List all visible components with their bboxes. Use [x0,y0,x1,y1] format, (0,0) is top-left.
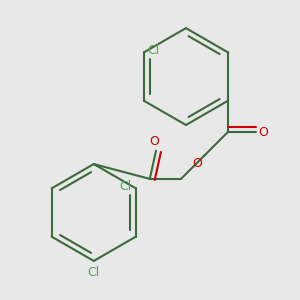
Text: Cl: Cl [88,266,100,279]
Text: O: O [259,125,269,139]
Text: Cl: Cl [120,180,132,193]
Text: O: O [193,157,202,170]
Text: O: O [149,135,159,148]
Text: Cl: Cl [148,44,160,57]
